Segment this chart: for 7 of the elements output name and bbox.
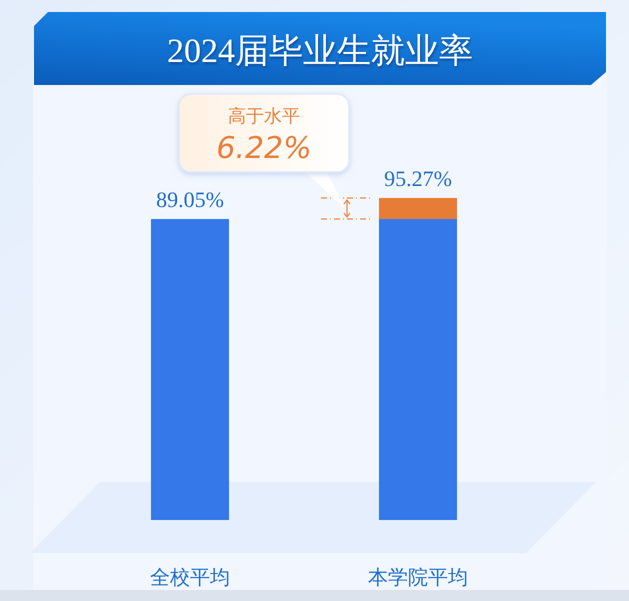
x-tick-label: 全校平均	[150, 565, 230, 589]
data-label: 89.05%	[156, 187, 224, 212]
total-label: 95.27%	[384, 166, 452, 191]
chart-title: 2024届毕业生就业率	[167, 33, 473, 70]
x-tick-label: 本学院平均	[368, 565, 468, 589]
text: 高于水平	[228, 106, 300, 127]
data-label: 6.22%	[216, 131, 312, 166]
